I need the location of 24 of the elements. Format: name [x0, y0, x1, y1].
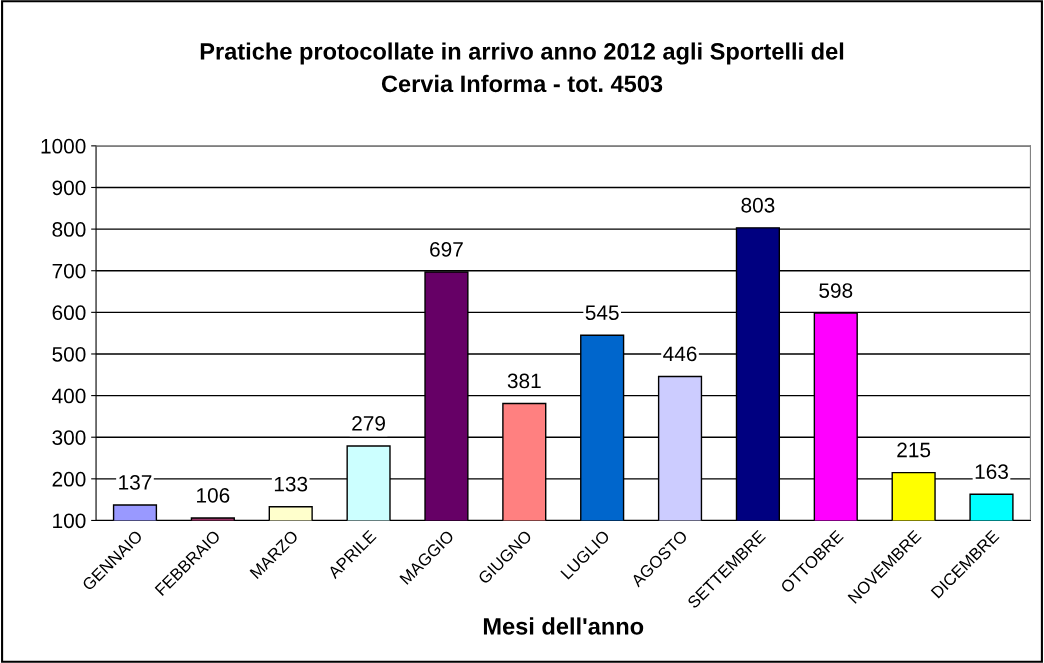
data-label: 133: [274, 476, 308, 492]
data-label: 163: [975, 464, 1008, 479]
chart-title: Pratiche protocollate in arrivo anno 2012 agli Sportelli del Cervia Informa - tot. 4503: [200, 42, 844, 93]
data-label: 446: [663, 346, 697, 362]
data-label: 598: [819, 283, 853, 298]
y-tick-label: 200: [52, 471, 86, 487]
y-tick-label: 500: [52, 346, 86, 362]
y-tick-label: 300: [52, 430, 86, 445]
y-tick-label: 600: [52, 305, 86, 321]
y-tick-label: 1000: [41, 138, 86, 154]
y-tick-label: 700: [52, 263, 86, 279]
data-label: 137: [119, 475, 152, 490]
data-label: 381: [507, 373, 541, 389]
data-label: 697: [430, 241, 463, 257]
y-tick-label: 400: [52, 388, 86, 404]
data-label: 215: [897, 442, 931, 458]
data-label: 279: [352, 415, 385, 431]
y-tick-label: 800: [52, 222, 86, 237]
data-label: 803: [741, 197, 775, 213]
data-label: 545: [585, 305, 619, 321]
data-label: 106: [197, 487, 230, 503]
y-tick-label: 100: [53, 513, 86, 529]
y-tick-label: 900: [52, 180, 86, 196]
x-axis-title: Mesi dell'anno: [483, 617, 644, 635]
